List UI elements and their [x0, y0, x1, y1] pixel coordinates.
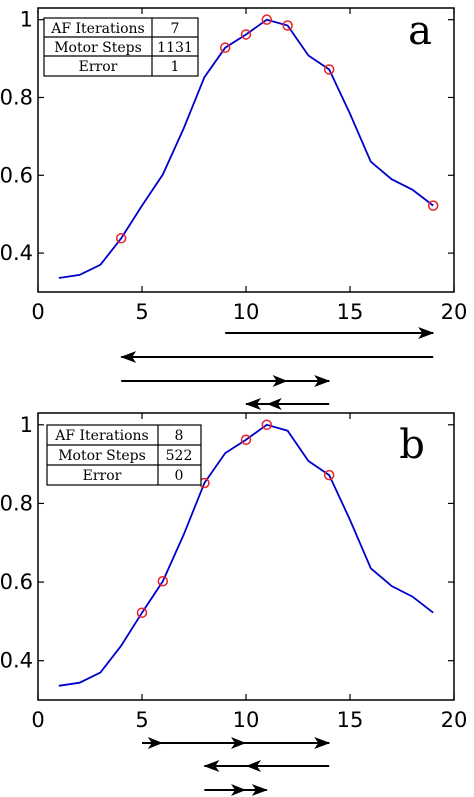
- table-label: Motor Steps: [58, 448, 146, 464]
- data-point-marker: [427, 200, 439, 211]
- data-point-marker: [136, 607, 148, 618]
- table-value: 7: [171, 21, 180, 37]
- markers-a: [115, 14, 439, 244]
- ticks-a: 0 5 10 15 20 0.4 0.6 0.8 1: [0, 8, 467, 324]
- y-tick-label: 0.8: [0, 85, 33, 109]
- table-value: 0: [175, 468, 184, 484]
- x-tick-label: 5: [135, 708, 148, 732]
- panel-label-a: a: [408, 8, 432, 54]
- arrow-head: [272, 375, 288, 387]
- y-tick-label: 1: [20, 413, 33, 437]
- data-point-marker: [261, 14, 273, 25]
- panel-label-b: b: [399, 422, 425, 468]
- series-a: [58, 18, 434, 279]
- table-value: 8: [175, 428, 184, 444]
- y-tick-label: 1: [20, 8, 33, 32]
- data-point-marker: [115, 233, 127, 244]
- x-tick-label: 0: [31, 708, 44, 732]
- x-tick-label: 20: [441, 708, 468, 732]
- arrow-head: [231, 784, 246, 796]
- y-tick-label: 0.6: [0, 570, 33, 594]
- table-label: Motor Steps: [54, 40, 142, 56]
- x-tick-label: 5: [135, 300, 148, 324]
- arrow-head: [147, 737, 163, 749]
- x-tick-label: 15: [337, 300, 364, 324]
- table-label: AF Iterations: [54, 428, 149, 444]
- data-point-marker: [323, 64, 335, 75]
- arrow-head: [266, 398, 282, 410]
- data-point-marker: [157, 576, 169, 587]
- table-value: 1: [171, 59, 180, 75]
- y-tick-label: 0.6: [0, 163, 33, 187]
- ticks-b: 0 5 10 15 20 0.4 0.6 0.8 1: [0, 413, 467, 732]
- series-b: [58, 423, 434, 687]
- table-label: AF Iterations: [50, 21, 145, 37]
- arrows-a: [120, 327, 435, 410]
- info-table-a: AF Iterations 7 Motor Steps 1131 Error 1: [43, 17, 199, 77]
- x-tick-label: 15: [337, 708, 364, 732]
- arrow-head: [246, 760, 261, 772]
- x-tick-label: 20: [441, 300, 468, 324]
- table-label: Error: [79, 59, 118, 75]
- series-line: [58, 423, 434, 687]
- y-tick-label: 0.4: [0, 649, 33, 673]
- y-tick-label: 0.4: [0, 241, 33, 265]
- table-border: [43, 17, 199, 77]
- y-tick-label: 0.8: [0, 491, 33, 515]
- panel-a: 0 5 10 15 20 0.4 0.6 0.8 1 AF Iterations 7 Motor…: [0, 7, 467, 410]
- data-point-marker: [323, 469, 335, 481]
- arrows-b: [142, 737, 331, 796]
- panel-b: 0 5 10 15 20 0.4 0.6 0.8 1 AF Iterations 8 Motor…: [0, 412, 467, 796]
- data-point-marker: [240, 434, 252, 445]
- table-border: [46, 424, 202, 486]
- info-table-b: AF Iterations 8 Motor Steps 522 Error 0: [46, 424, 202, 486]
- table-label: Error: [83, 468, 122, 484]
- data-point-marker: [261, 419, 273, 431]
- table-value: 522: [166, 448, 193, 464]
- x-tick-label: 10: [233, 300, 260, 324]
- data-point-marker: [219, 42, 231, 53]
- arrow-head: [231, 737, 246, 749]
- table-value: 1131: [157, 40, 193, 56]
- x-tick-label: 0: [31, 300, 44, 324]
- series-line: [58, 18, 434, 279]
- x-tick-label: 10: [233, 708, 260, 732]
- data-point-marker: [282, 20, 293, 31]
- data-point-marker: [240, 29, 252, 40]
